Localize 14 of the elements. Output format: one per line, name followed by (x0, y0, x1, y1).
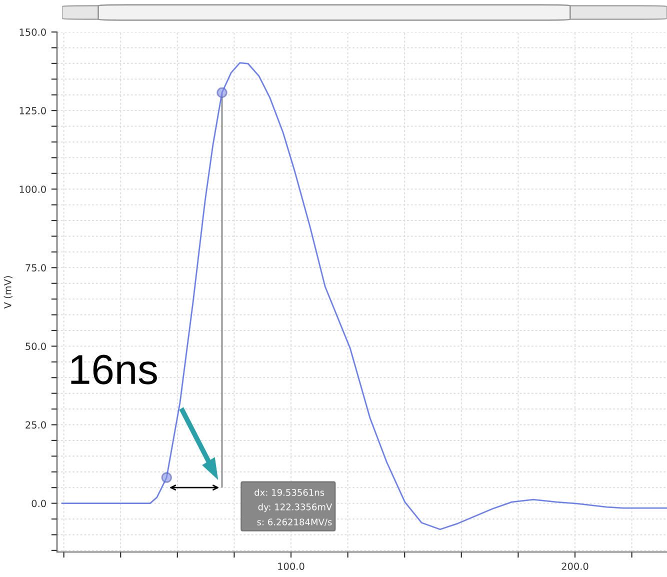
y-tick-label: 25.0 (26, 421, 46, 429)
annotation: s: 6.262184MV/s (257, 518, 332, 526)
y-tick-label: 50.0 (26, 342, 46, 350)
annotation: dy: 122.3356mV (258, 503, 332, 512)
y-tick-label: 150.0 (20, 28, 46, 36)
line-series (61, 62, 667, 530)
x-tick-label: 200.0 (562, 562, 588, 570)
y-tick-label: 125.0 (20, 107, 46, 114)
y-axis-title: V (mV) (4, 276, 12, 309)
y-tick-label: 75.0 (26, 264, 46, 272)
annotation: dx: 19.53561ns (254, 488, 324, 496)
annotation: 16ns (71, 354, 157, 384)
y-tick-label: 0.0 (32, 500, 46, 508)
y-tick-label: 100.0 (20, 186, 46, 193)
